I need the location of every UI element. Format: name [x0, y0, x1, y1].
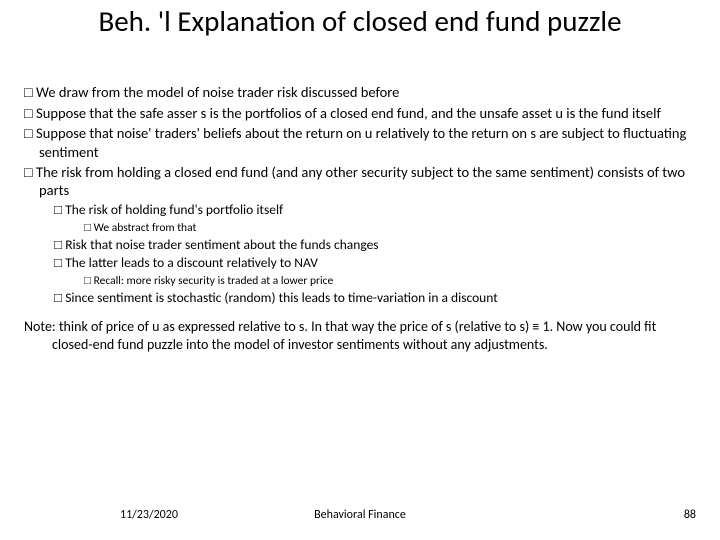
slide: Beh. 'l Explanation of closed end fund p…	[0, 0, 720, 540]
bullet-level1: □ Risk that noise trader sentiment about…	[54, 237, 696, 253]
bullet-text: The risk of holding fund's portfolio its…	[65, 201, 283, 218]
slide-footer: 11/23/2020 Behavioral Finance 88	[0, 508, 720, 526]
bullet-text: We draw from the model of noise trader r…	[36, 83, 399, 101]
square-icon: □	[54, 290, 62, 305]
bullet-text: The latter leads to a discount relativel…	[65, 254, 318, 271]
footer-page-number: 88	[684, 508, 696, 522]
bullet-text: Recall: more risky security is traded at…	[94, 274, 334, 288]
square-icon: □	[54, 237, 62, 252]
bullet-text: Suppose that noise' traders' beliefs abo…	[36, 124, 686, 161]
bullet-level2: □ Recall: more risky security is traded …	[84, 274, 696, 288]
slide-body: □ We draw from the model of noise trader…	[24, 84, 696, 367]
square-icon: □	[24, 165, 33, 181]
bullet-level0: □ The risk from holding a closed end fun…	[24, 164, 696, 200]
bullet-text: Since sentiment is stochastic (random) t…	[65, 289, 498, 306]
square-icon: □	[84, 222, 91, 234]
square-icon: □	[24, 106, 33, 122]
bullet-level1: □ The latter leads to a discount relativ…	[54, 255, 696, 271]
footer-center: Behavioral Finance	[0, 508, 720, 522]
bullet-level0: □ Suppose that the safe asser s is the p…	[24, 105, 696, 124]
bullet-text: Risk that noise trader sentiment about t…	[65, 236, 378, 253]
bullet-text: Suppose that the safe asser s is the por…	[36, 104, 661, 122]
bullet-level2: □ We abstract from that	[84, 221, 696, 235]
bullet-level0: □ Suppose that noise' traders' beliefs a…	[24, 125, 696, 161]
square-icon: □	[54, 255, 62, 270]
bullet-text: We abstract from that	[94, 221, 197, 235]
bullet-level0: □ We draw from the model of noise trader…	[24, 84, 696, 103]
square-icon: □	[54, 202, 62, 217]
square-icon: □	[84, 275, 91, 287]
note-text: Note: think of price of u as expressed r…	[24, 318, 696, 353]
slide-title: Beh. 'l Explanation of closed end fund p…	[40, 6, 680, 38]
bullet-level1: □ The risk of holding fund's portfolio i…	[54, 202, 696, 218]
square-icon: □	[24, 85, 33, 101]
bullet-level1: □ Since sentiment is stochastic (random)…	[54, 290, 696, 306]
bullet-text: The risk from holding a closed end fund …	[36, 163, 685, 200]
square-icon: □	[24, 126, 33, 142]
